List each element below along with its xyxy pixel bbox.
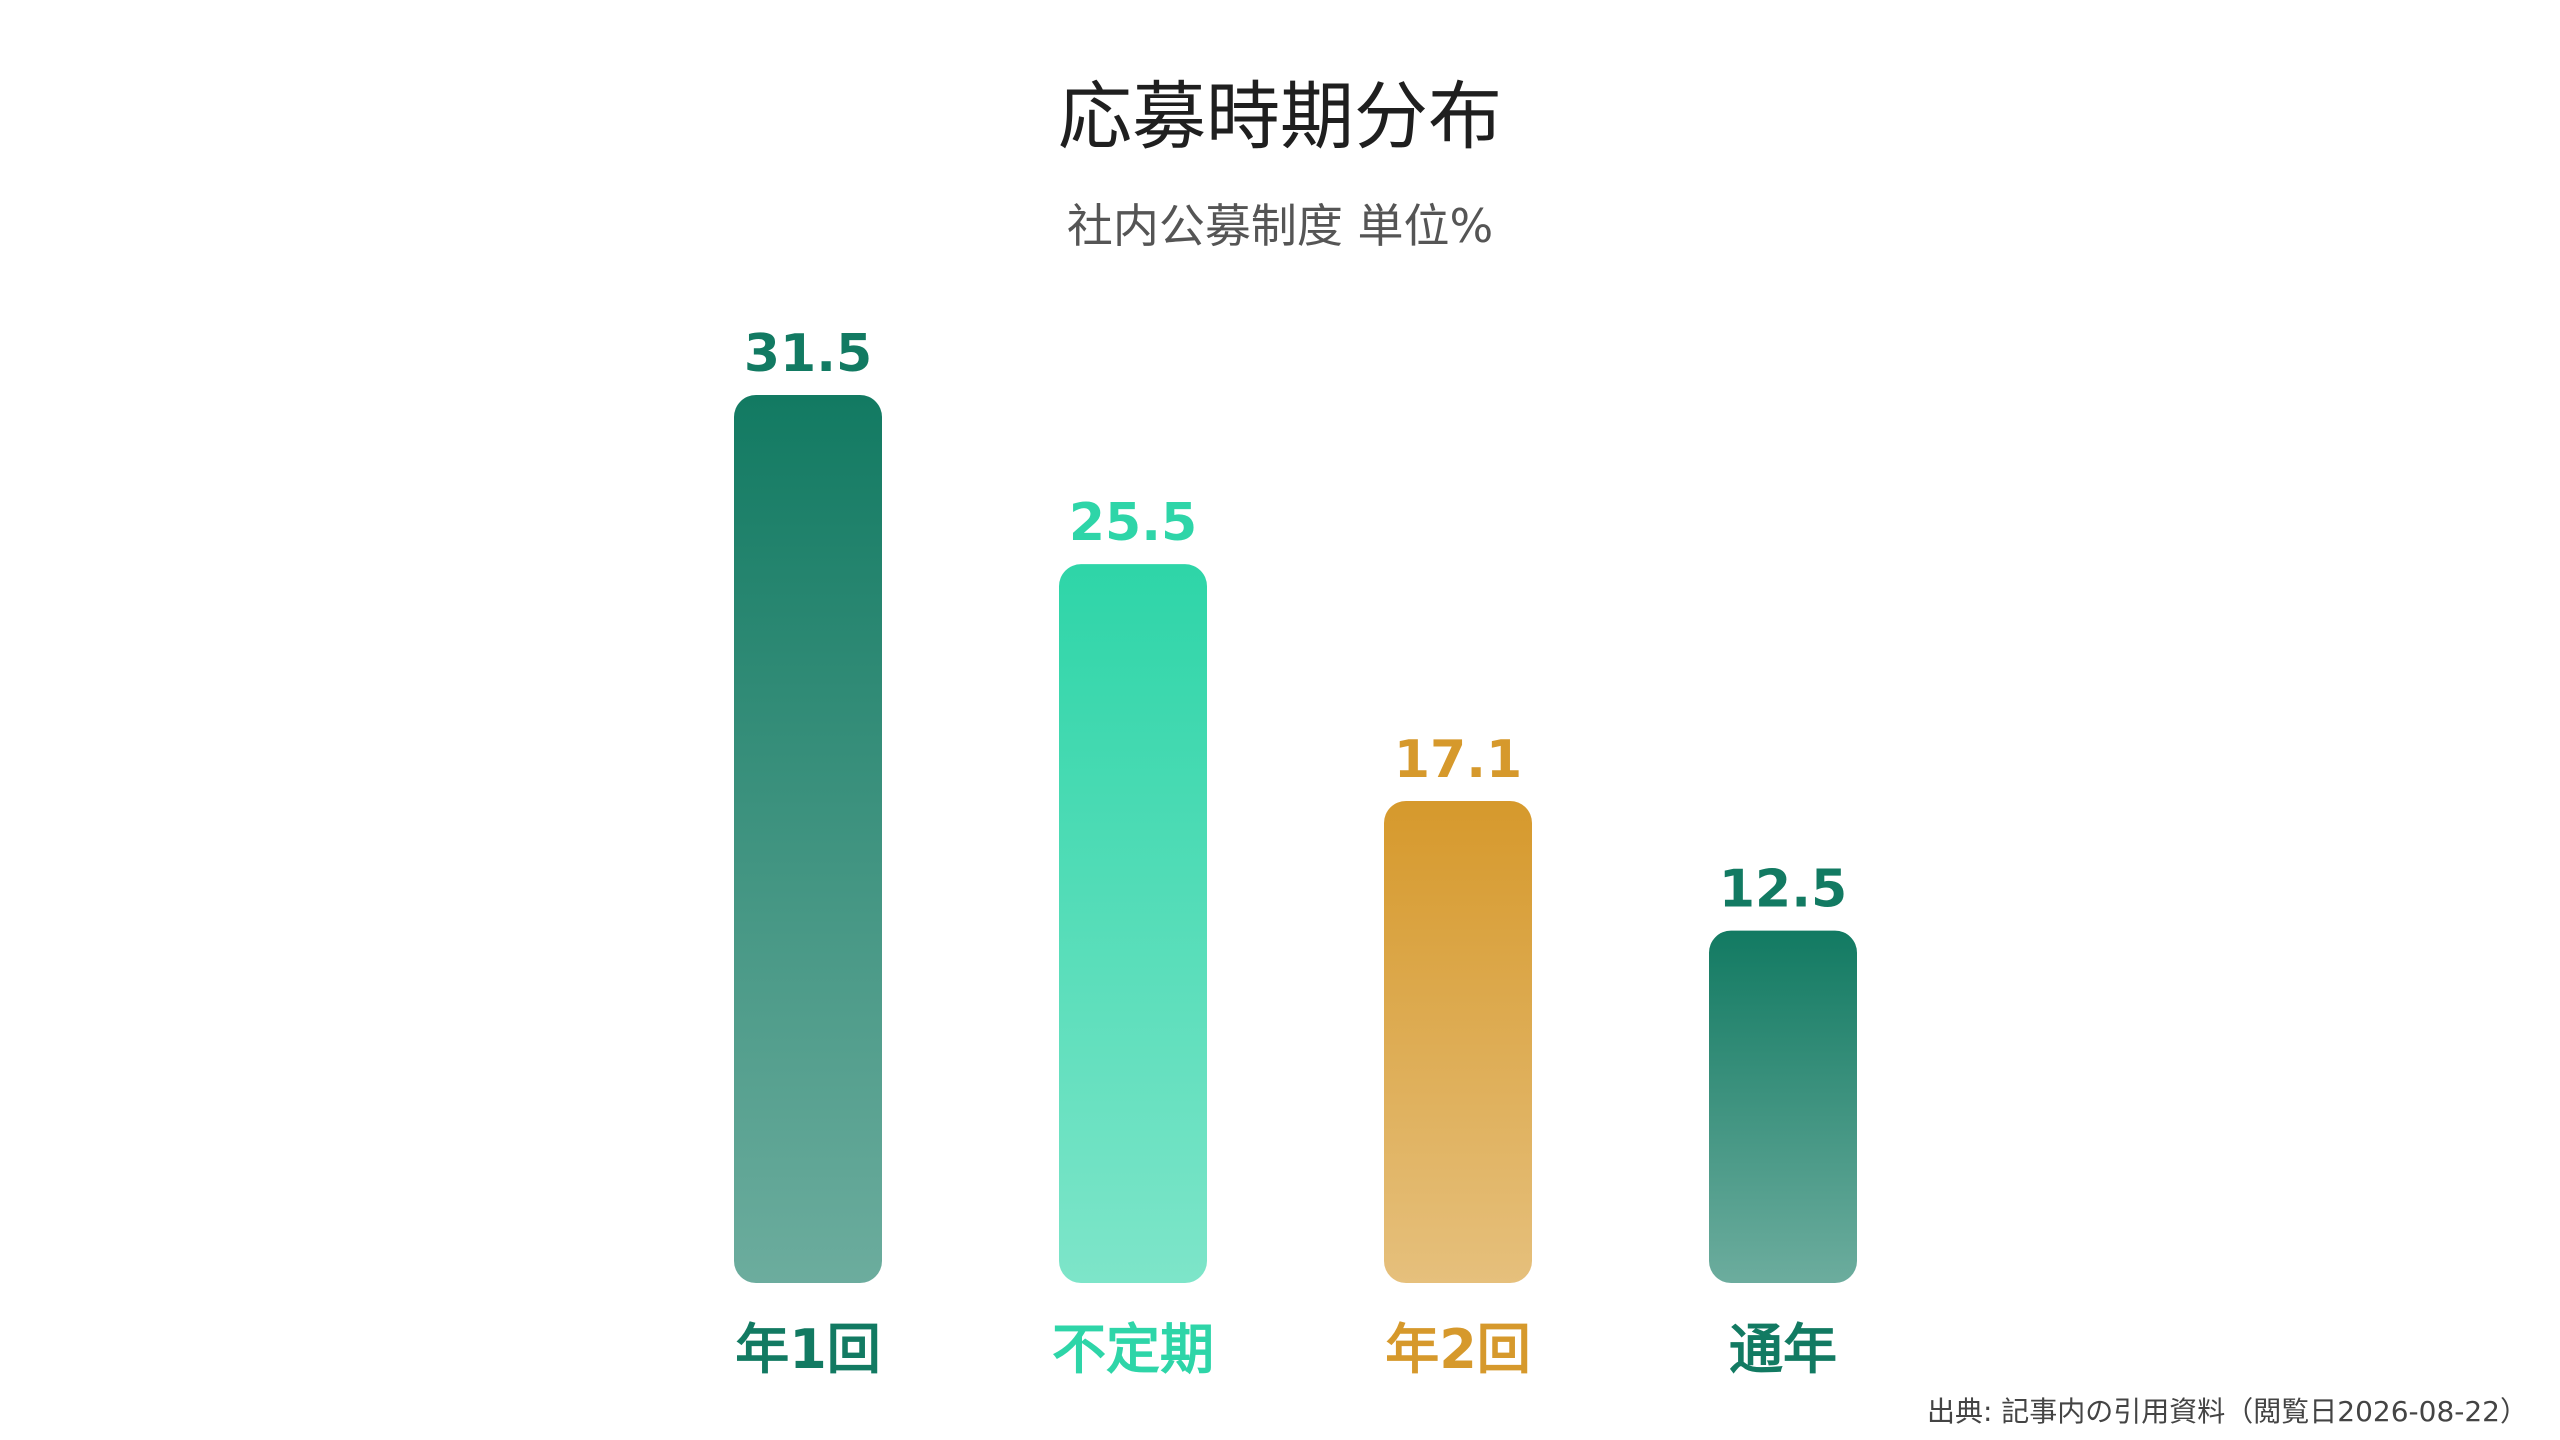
- bar-2: [1059, 564, 1207, 1283]
- value-label-2: 25.5: [1069, 493, 1197, 553]
- value-labels-group: 31.5 25.5 17.1 12.5: [744, 324, 1847, 920]
- category-label-2: 不定期: [1052, 1318, 1214, 1381]
- source-note: 出典: 記事内の引用資料（閲覧日2026-08-22）: [1926, 1395, 2528, 1428]
- value-label-4: 12.5: [1719, 860, 1847, 920]
- bars-group: [734, 395, 1857, 1283]
- category-labels-group: 年1回 不定期 年2回 通年: [735, 1318, 1837, 1381]
- bar-4: [1709, 930, 1857, 1283]
- category-label-1: 年1回: [735, 1318, 881, 1381]
- bar-1: [734, 395, 882, 1283]
- value-label-3: 17.1: [1394, 730, 1522, 790]
- category-label-3: 年2回: [1385, 1318, 1531, 1381]
- chart-title: 応募時期分布: [1058, 74, 1502, 160]
- value-label-1: 31.5: [744, 324, 872, 384]
- category-label-4: 通年: [1729, 1318, 1837, 1381]
- bar-3: [1384, 800, 1532, 1283]
- chart-subtitle: 社内公募制度 単位%: [1066, 199, 1494, 253]
